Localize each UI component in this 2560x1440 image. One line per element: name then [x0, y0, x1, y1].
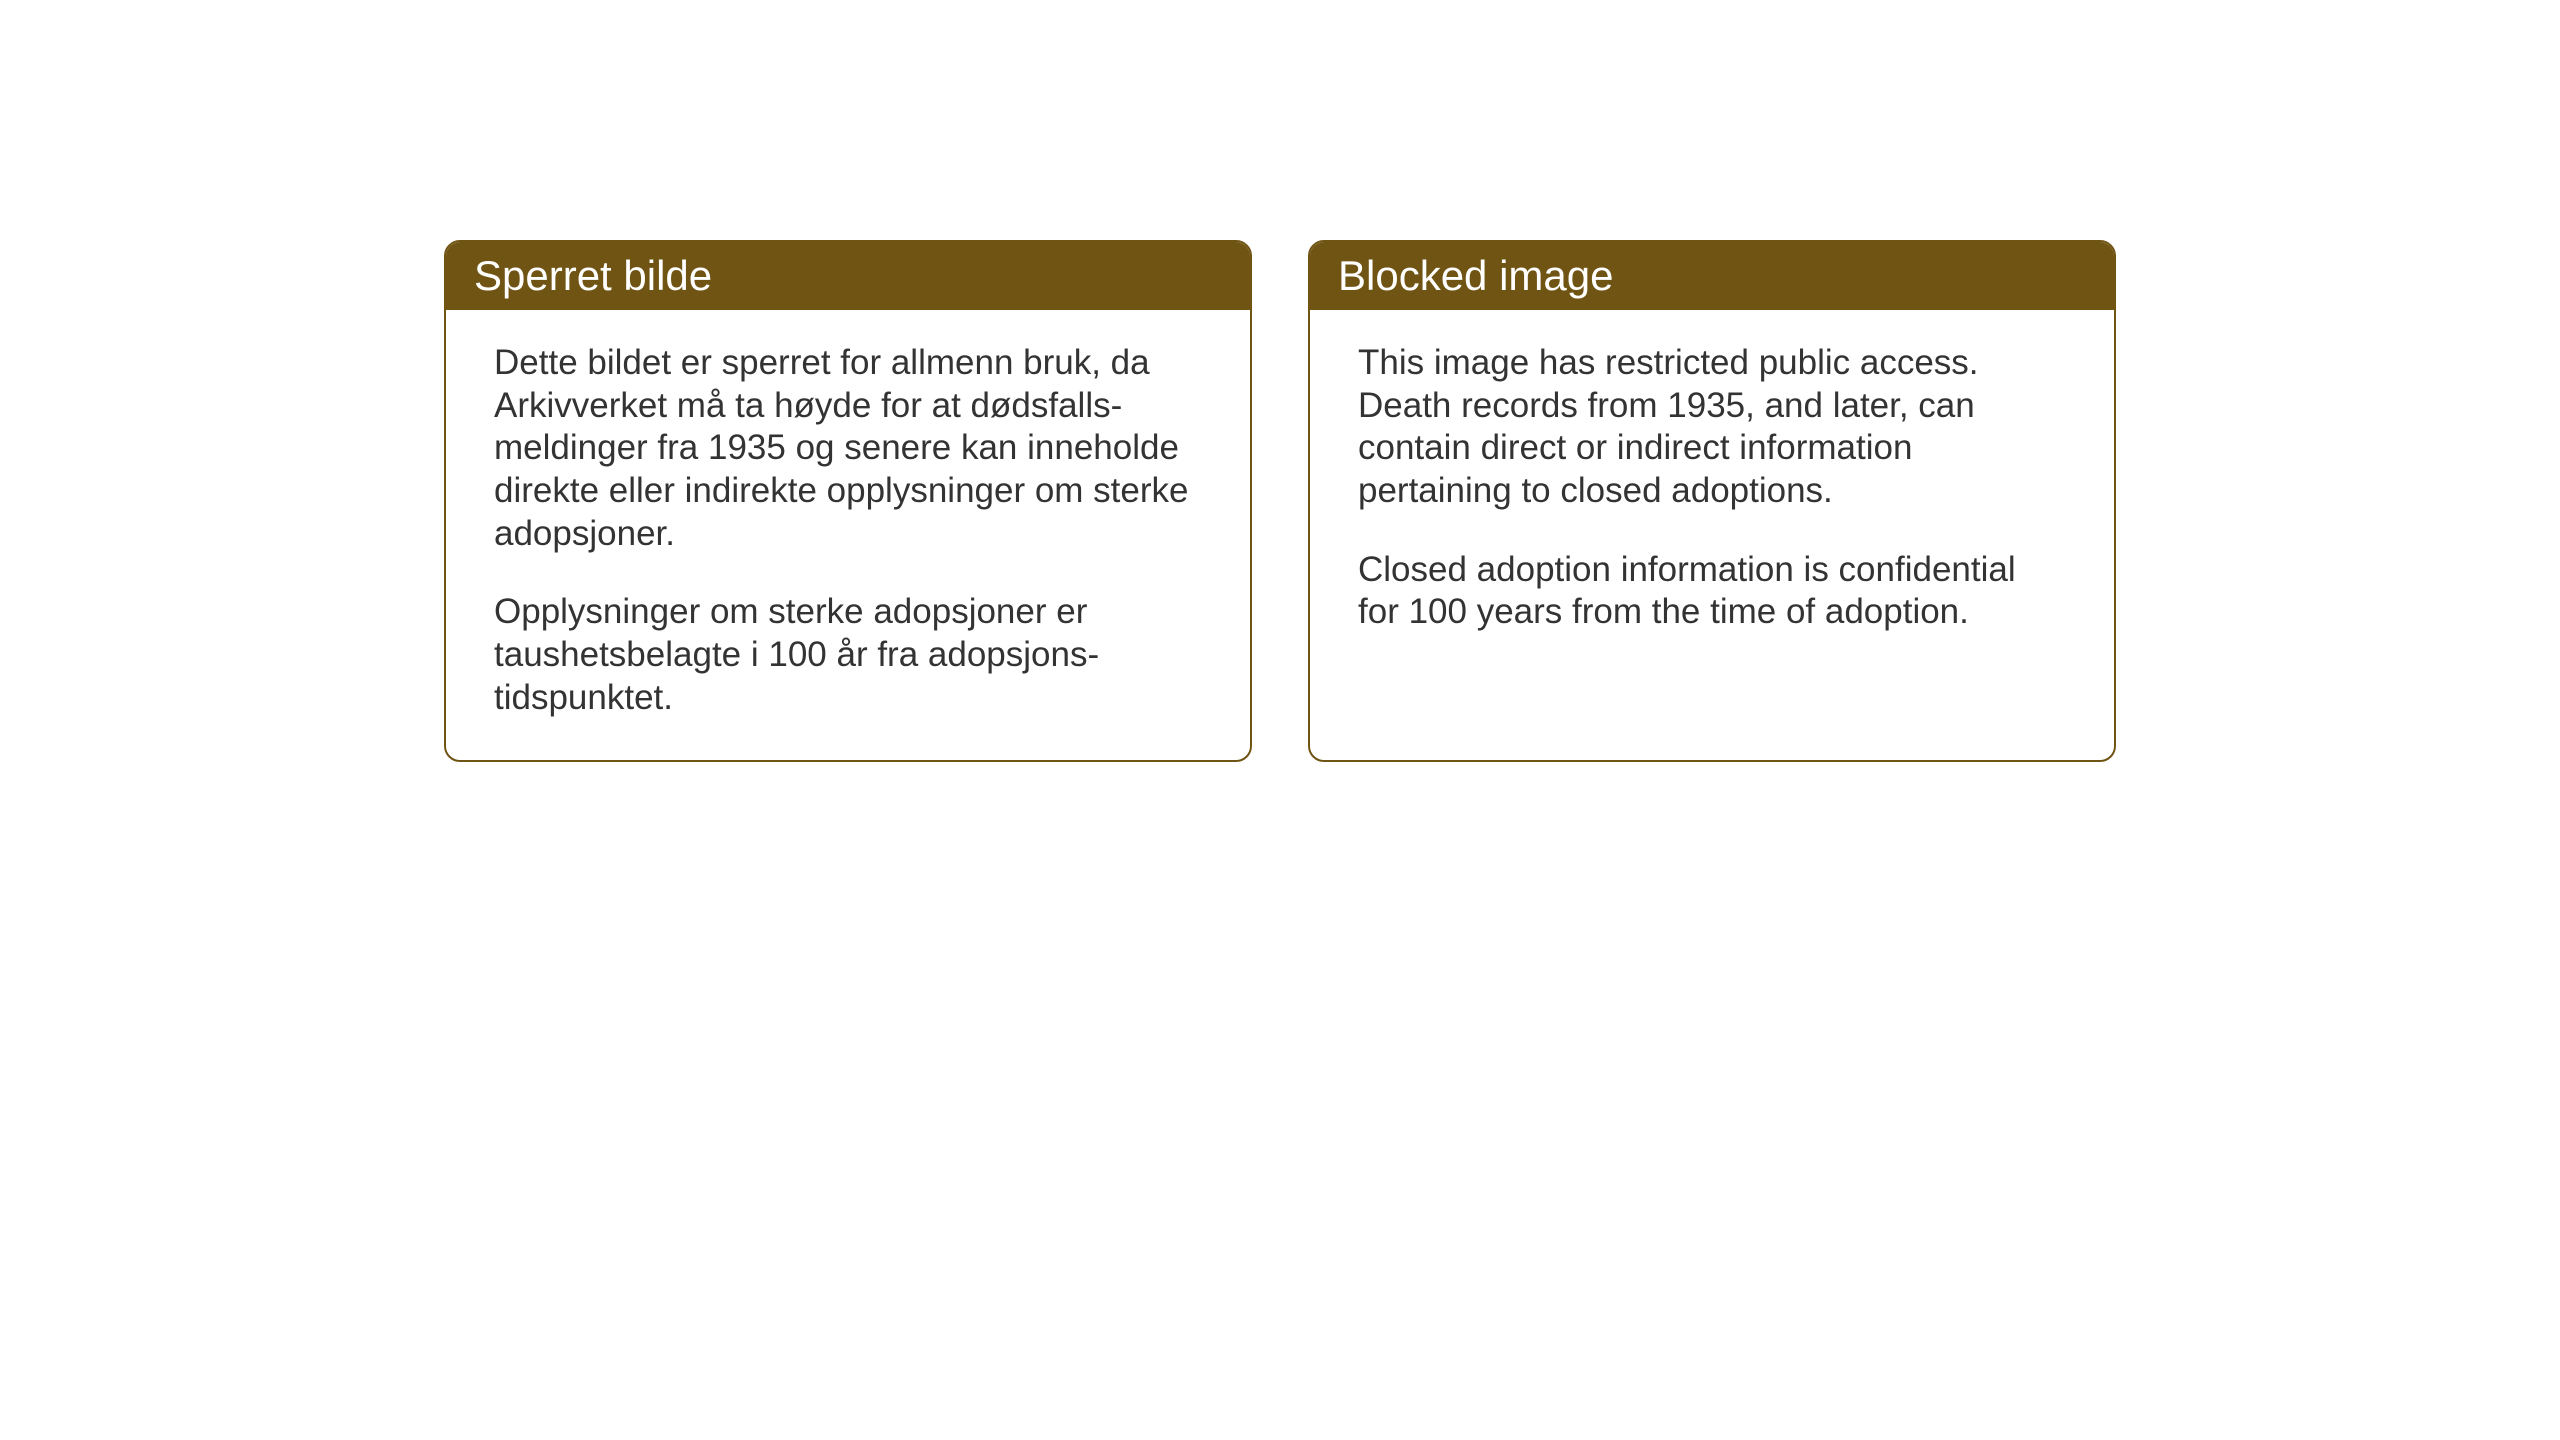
notice-container: Sperret bilde Dette bildet er sperret fo…	[444, 240, 2116, 762]
card-paragraph-2-norwegian: Opplysninger om sterke adopsjoner er tau…	[494, 591, 1202, 719]
notice-card-norwegian: Sperret bilde Dette bildet er sperret fo…	[444, 240, 1252, 762]
card-title-norwegian: Sperret bilde	[474, 252, 712, 299]
card-body-english: This image has restricted public access.…	[1310, 310, 2114, 674]
notice-card-english: Blocked image This image has restricted …	[1308, 240, 2116, 762]
card-body-norwegian: Dette bildet er sperret for allmenn bruk…	[446, 310, 1250, 760]
card-title-english: Blocked image	[1338, 252, 1613, 299]
card-paragraph-2-english: Closed adoption information is confident…	[1358, 549, 2066, 634]
card-paragraph-1-english: This image has restricted public access.…	[1358, 342, 2066, 513]
card-header-norwegian: Sperret bilde	[446, 242, 1250, 310]
card-paragraph-1-norwegian: Dette bildet er sperret for allmenn bruk…	[494, 342, 1202, 555]
card-header-english: Blocked image	[1310, 242, 2114, 310]
